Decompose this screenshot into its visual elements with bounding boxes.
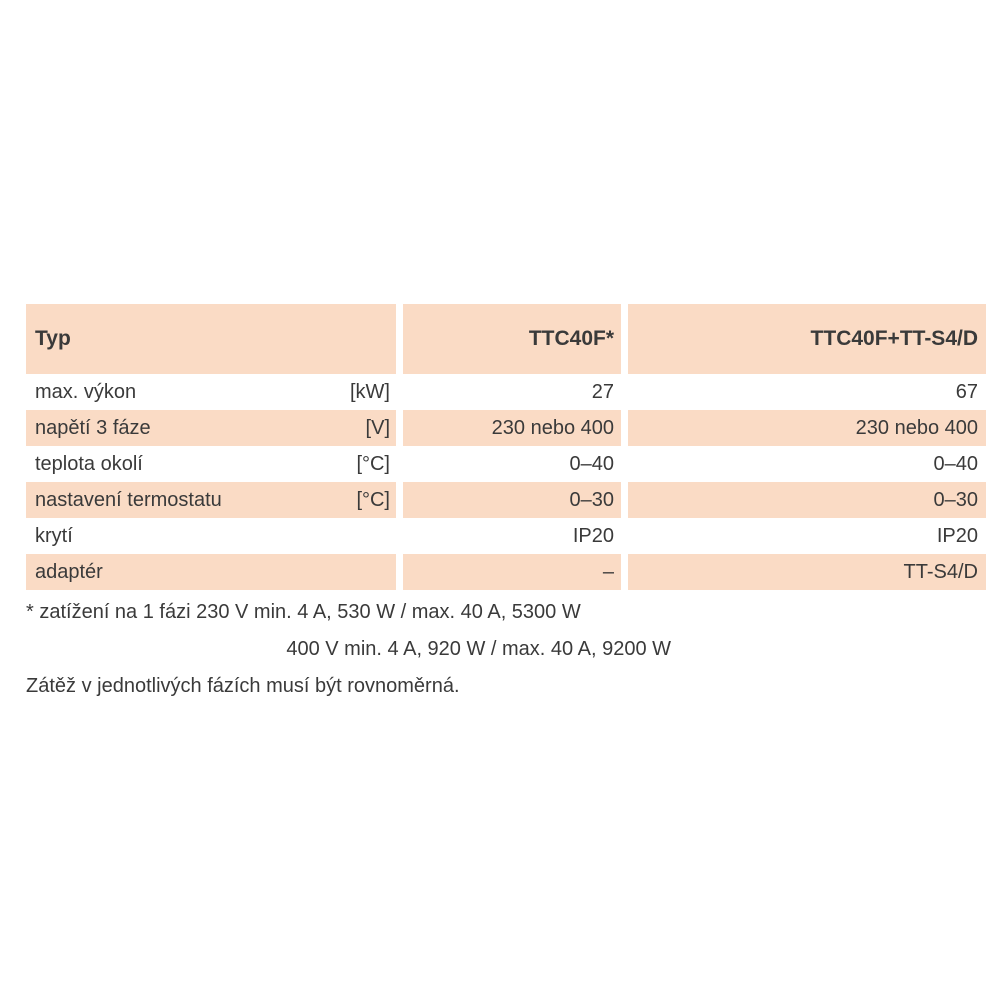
value-cell-model2: 0–40 xyxy=(628,446,986,482)
header-cell-model2: TTC40F+TT-S4/D xyxy=(628,304,986,374)
label-cell: nastavení termostatu [°C] xyxy=(26,482,396,518)
row-value: IP20 xyxy=(572,524,614,547)
table-row-termostat: nastavení termostatu [°C] 0–30 0–30 xyxy=(26,482,986,518)
header-cell-typ: Typ xyxy=(26,304,396,374)
row-label: napětí 3 fáze xyxy=(35,416,151,439)
label-cell: adaptér xyxy=(26,554,396,590)
table-header-row: Typ TTC40F* TTC40F+TT-S4/D xyxy=(26,304,986,374)
column-header-ttc40f: TTC40F* xyxy=(528,327,614,350)
value-cell-model1: 230 nebo 400 xyxy=(403,410,621,446)
table-row-napeti: napětí 3 fáze [V] 230 nebo 400 230 nebo … xyxy=(26,410,986,446)
column-header-typ: Typ xyxy=(35,327,71,350)
label-cell: teplota okolí [°C] xyxy=(26,446,396,482)
row-value: 0–40 xyxy=(933,452,979,475)
value-cell-model2: 230 nebo 400 xyxy=(628,410,986,446)
value-cell-model1: – xyxy=(403,554,621,590)
table-row-teplota: teplota okolí [°C] 0–40 0–40 xyxy=(26,446,986,482)
row-unit: [°C] xyxy=(356,488,390,511)
header-cell-model1: TTC40F* xyxy=(403,304,621,374)
footnote-phase-balance: Zátěž v jednotlivých fázích musí být rov… xyxy=(26,675,460,697)
label-cell: max. výkon [kW] xyxy=(26,374,396,410)
row-label: adaptér xyxy=(35,560,103,583)
row-value: – xyxy=(602,560,614,583)
value-cell-model2: 67 xyxy=(628,374,986,410)
row-label: max. výkon xyxy=(35,380,137,403)
value-cell-model1: 0–40 xyxy=(403,446,621,482)
spec-sheet: Typ TTC40F* TTC40F+TT-S4/D max. výkon [k… xyxy=(26,304,986,705)
value-cell-model2: IP20 xyxy=(628,518,986,554)
row-label: krytí xyxy=(35,524,73,547)
row-value: 67 xyxy=(955,380,978,403)
row-value: 0–30 xyxy=(569,488,615,511)
label-cell: napětí 3 fáze [V] xyxy=(26,410,396,446)
spec-table: Typ TTC40F* TTC40F+TT-S4/D max. výkon [k… xyxy=(26,304,986,590)
value-cell-model1: IP20 xyxy=(403,518,621,554)
table-row-max-vykon: max. výkon [kW] 27 67 xyxy=(26,374,986,410)
row-unit: [°C] xyxy=(356,452,390,475)
label-cell: krytí xyxy=(26,518,396,554)
table-row-adapter: adaptér – TT-S4/D xyxy=(26,554,986,590)
column-header-ttc40f-tts4d: TTC40F+TT-S4/D xyxy=(810,327,978,350)
row-value: 230 nebo 400 xyxy=(491,416,614,439)
row-value: 0–30 xyxy=(933,488,979,511)
value-cell-model2: TT-S4/D xyxy=(628,554,986,590)
row-value: IP20 xyxy=(936,524,978,547)
row-label: nastavení termostatu xyxy=(35,488,222,511)
footnote-load-230v: * zatížení na 1 fázi 230 V min. 4 A, 530… xyxy=(26,601,581,623)
value-cell-model1: 0–30 xyxy=(403,482,621,518)
footnote-load-400v: 400 V min. 4 A, 920 W / max. 40 A, 9200 … xyxy=(286,638,671,660)
value-cell-model1: 27 xyxy=(403,374,621,410)
row-value: 230 nebo 400 xyxy=(855,416,978,439)
row-unit: [kW] xyxy=(350,380,390,403)
row-label: teplota okolí xyxy=(35,452,143,475)
row-unit: [V] xyxy=(365,416,390,439)
table-row-kryti: krytí IP20 IP20 xyxy=(26,518,986,554)
value-cell-model2: 0–30 xyxy=(628,482,986,518)
row-value: TT-S4/D xyxy=(903,560,978,583)
row-value: 0–40 xyxy=(569,452,615,475)
footnotes: * zatížení na 1 fázi 230 V min. 4 A, 530… xyxy=(26,594,986,705)
row-value: 27 xyxy=(591,380,614,403)
